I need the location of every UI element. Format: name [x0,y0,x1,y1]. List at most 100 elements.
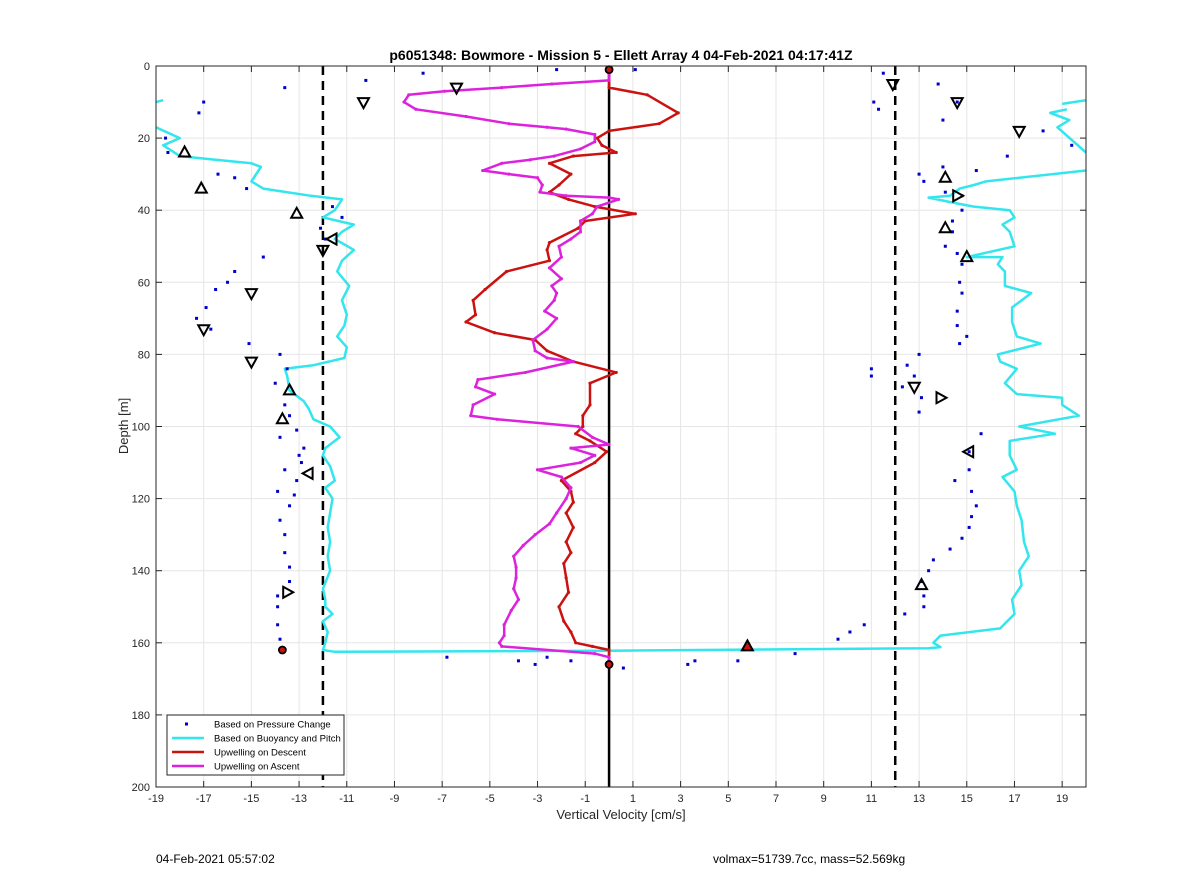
upwelling-on-ascent-point [578,230,583,234]
x-tick-label: -9 [390,793,400,805]
pressure-change-point [979,432,983,436]
pressure-change-point [273,381,277,385]
upwelling-on-ascent-point [514,565,518,569]
upwelling-on-ascent-point [569,237,573,241]
profile-end-marker [604,660,614,669]
triangle-marker-down [196,324,211,338]
upwelling-on-ascent-point [593,453,597,457]
upwelling-on-descent-point [574,432,578,436]
based-on-buoyancy-and-pitch-line [1048,108,1087,154]
upwelling-on-descent-point [569,630,573,634]
pressure-change-point [209,327,213,331]
legend: Based on Pressure Change Based on Buoyanc… [166,714,345,776]
upwelling-on-ascent-point [507,172,511,176]
upwelling-on-descent-point [583,219,587,223]
pressure-change-point [364,78,368,82]
x-tick-label: -17 [196,793,212,805]
y-tick-label: 140 [132,566,150,578]
upwelling-on-ascent-point [502,633,506,638]
pressure-change-point [965,334,969,338]
triangle-marker-right [282,585,296,600]
upwelling-on-descent-point [547,161,552,165]
upwelling-on-ascent-point [533,533,537,537]
upwelling-on-descent-point [588,381,592,385]
upwelling-on-ascent-point [555,316,559,320]
x-tick-label: 15 [961,793,973,805]
y-tick-label: 20 [138,133,150,145]
pressure-change-point [836,637,840,641]
pressure-change-point [276,489,280,493]
pressure-change-point [233,269,237,273]
pressure-change-point [278,637,282,641]
upwelling-on-descent-point [564,540,568,544]
pressure-change-point [955,324,959,328]
upwelling-on-ascent-point [571,360,575,364]
upwelling-on-descent-point [547,259,552,263]
pressure-change-point [204,306,208,310]
upwelling-on-descent-point [600,143,604,147]
upwelling-on-descent-point [557,605,561,609]
pressure-change-point [288,504,292,508]
x-tick-label: 17 [1008,793,1020,805]
upwelling-on-ascent-point [607,442,611,447]
upwelling-on-descent-point [645,93,649,97]
upwelling-on-ascent-point [500,86,504,90]
upwelling-on-descent-point [574,641,578,645]
pressure-change-point [953,479,957,483]
upwelling-on-descent-point [657,122,661,126]
pressure-change-point [960,262,964,266]
pressure-change-point [533,662,537,666]
upwelling-on-ascent-point [540,183,544,187]
pressure-change-point [278,435,282,439]
pressure-change-point [283,468,287,472]
pressure-change-point [283,533,287,537]
upwelling-on-descent-point [493,331,497,335]
x-tick-label: -13 [291,793,307,805]
based-on-buoyancy-and-pitch-line [155,98,164,104]
pressure-change-point [164,136,168,140]
x-tick-label: 11 [866,793,877,805]
triangle-marker-up [938,169,953,183]
upwelling-on-ascent-point [569,486,573,490]
pressure-change-point [195,316,199,320]
triangle-marker-up [740,638,755,652]
upwelling-on-ascent-point [559,277,563,281]
pressure-change-point [931,558,935,562]
pressure-change-point [967,450,971,454]
upwelling-on-ascent-point [578,147,583,151]
y-tick-label: 120 [132,494,150,506]
upwelling-on-ascent-point [545,356,549,360]
upwelling-on-ascent-point [547,266,552,270]
triangle-marker-up [289,205,304,219]
y-tick-label: 200 [132,782,150,794]
triangle-marker-down [1012,125,1027,139]
upwelling-on-descent-point [676,111,680,115]
pressure-change-point [970,515,974,519]
triangle-marker-down [315,244,331,258]
upwelling-on-ascent-point [531,338,535,342]
upwelling-on-descent-point [547,241,552,245]
upwelling-on-descent-point [576,226,580,230]
pressure-change-point [330,205,334,209]
pressure-change-point [970,489,974,493]
triangle-marker-left [324,231,338,247]
upwelling-on-ascent-point [514,576,518,580]
x-tick-label: 9 [821,793,827,805]
footer-timestamp: 04-Feb-2021 05:57:02 [156,852,275,866]
upwelling-on-ascent-point [502,623,506,627]
pressure-change-point [900,385,904,389]
triangle-marker-down [244,288,259,302]
pressure-change-point [516,659,520,663]
pressure-change-point [276,623,280,627]
pressure-change-point [285,367,289,371]
upwelling-on-ascent-point [557,244,561,248]
upwelling-on-ascent-point [402,100,406,104]
x-tick-label: 5 [725,793,731,805]
upwelling-on-ascent-point [569,446,573,450]
triangle-marker-down [907,381,922,395]
pressure-change-point [793,652,797,656]
data-layer [155,65,1087,670]
y-tick-label: 100 [132,422,150,434]
upwelling-on-descent-point [569,551,573,555]
